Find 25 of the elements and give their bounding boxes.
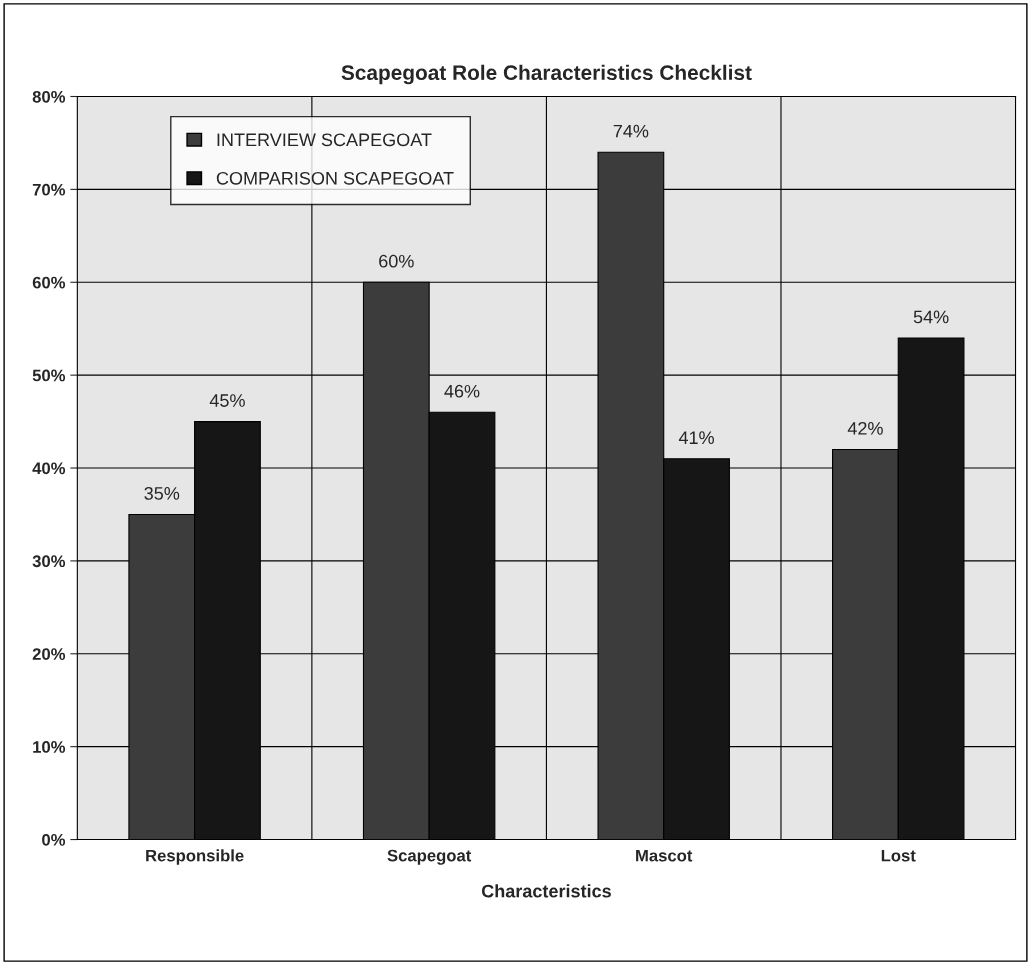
- y-tick-label: 70%: [32, 183, 66, 196]
- data-label: 42%: [847, 421, 883, 435]
- chart-title: Scapegoat Role Characteristics Checklist: [341, 64, 752, 85]
- x-tick-label: Mascot: [636, 849, 693, 862]
- y-tick-label: 0%: [42, 833, 66, 846]
- x-axis-title: Characteristics: [481, 884, 611, 898]
- data-label: 74%: [613, 124, 649, 138]
- y-tick-label: 50%: [32, 369, 66, 382]
- x-tick-label: Lost: [881, 849, 916, 862]
- y-tick-label: 30%: [32, 555, 66, 568]
- legend-label: INTERVIEW SCAPEGOAT: [217, 133, 432, 147]
- x-tick-label: Scapegoat: [387, 849, 472, 865]
- y-tick-label: 60%: [32, 276, 66, 289]
- y-tick-label: 40%: [32, 462, 66, 475]
- data-label: 35%: [144, 487, 180, 500]
- y-tick-label: 10%: [33, 741, 66, 753]
- data-label: 41%: [678, 431, 714, 444]
- legend-label: COMPARISON SCAPEGOAT: [216, 171, 454, 185]
- data-label: 45%: [209, 394, 245, 407]
- data-label: 54%: [913, 310, 949, 324]
- x-tick-label: Responsible: [146, 849, 244, 865]
- data-label: 60%: [379, 254, 414, 268]
- y-tick-label: 80%: [32, 90, 66, 103]
- y-tick-label: 20%: [32, 648, 66, 660]
- data-label: 46%: [444, 384, 480, 398]
